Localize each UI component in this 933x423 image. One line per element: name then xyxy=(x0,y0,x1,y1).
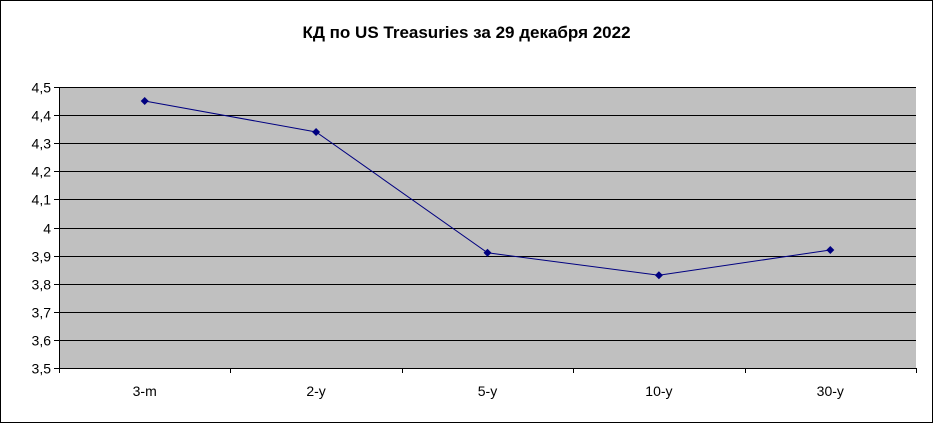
data-point xyxy=(140,97,149,106)
x-tick-label: 10-y xyxy=(645,383,672,399)
y-tick-label: 3,8 xyxy=(32,277,52,293)
x-tick-labels: 3-m 2-y 5-y 10-y 30-y xyxy=(133,383,844,399)
y-tick-label: 3,7 xyxy=(32,305,52,321)
data-series xyxy=(140,97,835,280)
y-tick-label: 4,2 xyxy=(32,164,52,180)
y-tick-label: 3,6 xyxy=(32,333,52,349)
x-tick-label: 3-m xyxy=(133,383,157,399)
chart-title: КД по US Treasuries за 29 декабря 2022 xyxy=(302,23,631,42)
y-tick-label: 3,9 xyxy=(32,249,52,265)
y-tick-label: 4,1 xyxy=(32,192,52,208)
y-tick-label: 4 xyxy=(43,221,51,237)
y-tick-labels: 3,5 3,6 3,7 3,8 3,9 4 4,1 4,2 4,3 4,4 4,5 xyxy=(32,80,52,377)
y-tick-label: 4,5 xyxy=(32,80,52,96)
data-point xyxy=(826,245,835,254)
plot-area xyxy=(59,87,916,368)
data-point xyxy=(483,248,492,257)
axes xyxy=(54,87,917,373)
x-tick-label: 30-y xyxy=(817,383,844,399)
y-tick-label: 4,3 xyxy=(32,136,52,152)
y-tick-label: 3,5 xyxy=(32,361,52,377)
data-point xyxy=(312,127,321,136)
data-point xyxy=(654,271,663,280)
y-tick-label: 4,4 xyxy=(32,108,52,124)
x-tick-label: 2-y xyxy=(306,383,325,399)
x-tick-label: 5-y xyxy=(478,383,497,399)
